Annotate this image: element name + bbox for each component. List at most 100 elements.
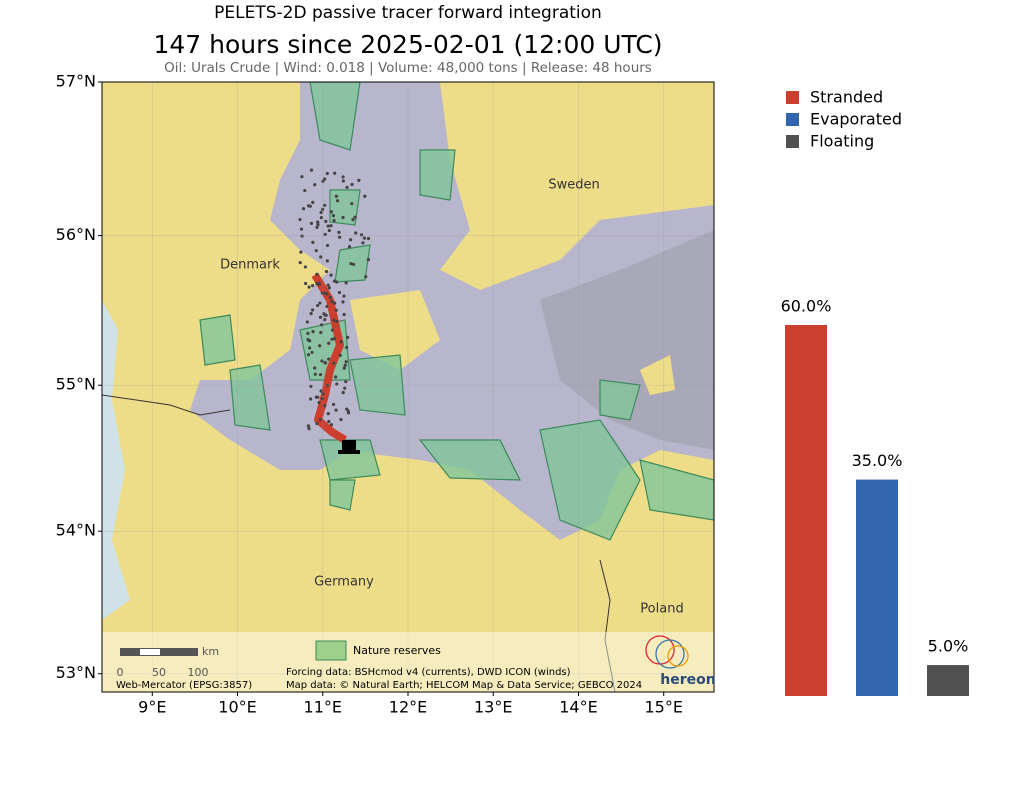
- particle: [325, 171, 329, 176]
- particle: [300, 234, 304, 238]
- particle: [310, 350, 314, 355]
- legend-panel: [102, 632, 714, 692]
- north-sea-coast: [102, 300, 130, 620]
- particle: [341, 179, 345, 183]
- particle: [326, 283, 330, 287]
- particle: [349, 262, 353, 266]
- particle: [323, 232, 327, 237]
- particle: [332, 361, 336, 365]
- particle: [325, 259, 329, 263]
- particle: [347, 245, 352, 249]
- particle: [335, 199, 340, 203]
- particle: [337, 235, 342, 239]
- particle: [366, 236, 371, 241]
- lon-tick-label: 12°E: [389, 698, 427, 717]
- particle: [334, 408, 338, 412]
- island: [220, 250, 290, 340]
- particle: [303, 265, 308, 269]
- particle: [351, 218, 355, 222]
- map: [102, 82, 714, 692]
- place-label: Sweden: [548, 178, 599, 193]
- particle: [328, 295, 332, 299]
- ship: [338, 440, 360, 454]
- particle: [352, 262, 356, 267]
- lon-tick-label: 11°E: [304, 698, 342, 717]
- scale-label: 0: [117, 666, 124, 679]
- particle: [334, 308, 338, 312]
- particle: [301, 207, 306, 211]
- particle: [329, 273, 333, 277]
- particle: [300, 175, 304, 179]
- scale-label: 100: [188, 666, 209, 679]
- particle: [298, 260, 302, 265]
- particle: [308, 346, 312, 350]
- particle: [330, 328, 335, 332]
- particle: [303, 188, 307, 193]
- particle: [318, 372, 323, 377]
- particle: [316, 223, 320, 227]
- particle: [309, 397, 313, 401]
- legend-swatch: [786, 113, 799, 126]
- particle: [344, 380, 348, 384]
- legend-label: Nature reserves: [353, 644, 441, 657]
- particle: [306, 338, 310, 342]
- stranded-oil: [311, 272, 348, 444]
- particle: [319, 255, 323, 259]
- particle: [327, 419, 331, 424]
- title: PELETS-2D passive tracer forward integra…: [214, 3, 602, 23]
- particle: [327, 341, 331, 345]
- particle: [366, 257, 371, 262]
- bar: [785, 325, 827, 696]
- particle: [321, 207, 325, 211]
- legend-swatch: [786, 91, 799, 104]
- particle: [359, 233, 364, 237]
- scale-bar: [140, 649, 160, 655]
- particle: [342, 294, 346, 298]
- particle: [318, 344, 322, 348]
- logo: hereon: [660, 672, 715, 688]
- place-label: Denmark: [220, 258, 280, 273]
- bar-value-label: 60.0%: [781, 297, 832, 316]
- particle: [341, 300, 345, 304]
- border: [599, 559, 616, 692]
- particle: [341, 391, 345, 395]
- lon-tick-label: 13°E: [474, 698, 512, 717]
- particle: [332, 279, 337, 283]
- island: [640, 355, 675, 395]
- particle: [315, 272, 319, 276]
- particle: [339, 417, 343, 422]
- forcing: Forcing data: BSHcmod v4 (currents), DWD…: [286, 667, 571, 678]
- scale-label: 50: [152, 666, 166, 679]
- particle: [329, 423, 334, 427]
- particle: [325, 292, 329, 296]
- particle: [362, 236, 367, 240]
- particle: [313, 183, 317, 187]
- lon-tick-label: 9°E: [138, 698, 166, 717]
- particle: [307, 426, 311, 431]
- particle: [318, 315, 323, 319]
- particle: [306, 424, 310, 428]
- particle: [338, 353, 342, 357]
- particle: [305, 320, 309, 324]
- lat-tick-label: 54°N: [56, 521, 96, 540]
- particle: [323, 318, 327, 322]
- particle: [343, 386, 347, 390]
- particle: [322, 312, 326, 316]
- bar: [927, 665, 969, 696]
- particle: [314, 248, 318, 253]
- particle: [310, 308, 315, 312]
- lat-tick-label: 53°N: [56, 663, 96, 682]
- particle: [309, 168, 314, 172]
- lat-tick-label: 55°N: [56, 375, 96, 394]
- particle: [311, 330, 315, 334]
- particle: [320, 323, 324, 327]
- particle: [343, 363, 347, 367]
- info: Oil: Urals Crude | Wind: 0.018 | Volume:…: [164, 60, 652, 76]
- particle: [348, 238, 353, 242]
- particle: [332, 318, 336, 322]
- legend-swatch: [315, 640, 347, 661]
- particle: [350, 201, 354, 206]
- particle: [318, 301, 322, 305]
- particle: [319, 389, 323, 393]
- bar-value-label: 35.0%: [852, 451, 903, 470]
